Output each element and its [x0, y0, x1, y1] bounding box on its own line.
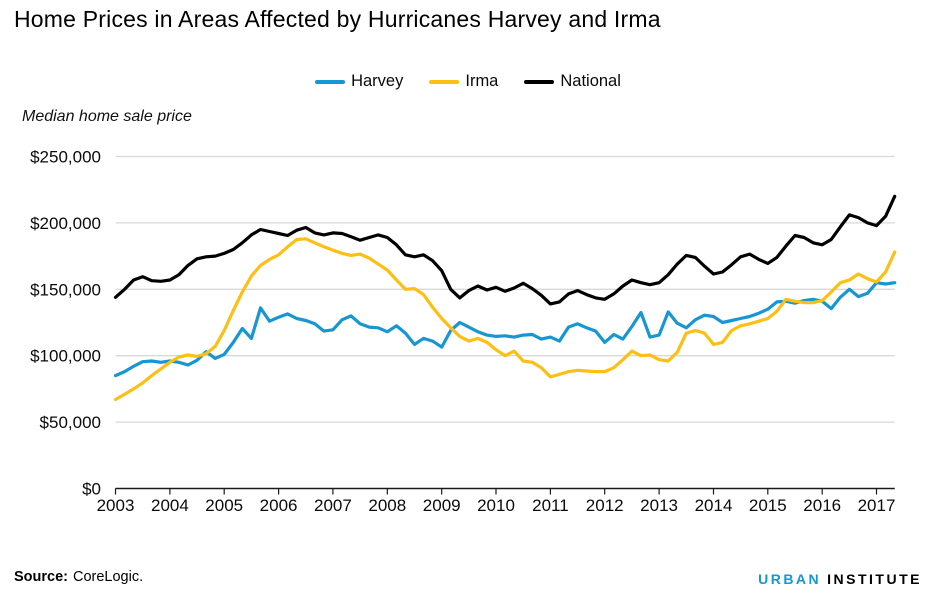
urban-institute-logo: URBAN INSTITUTE — [758, 571, 922, 587]
source-label: Source: — [14, 569, 68, 585]
x-tick-label: 2010 — [477, 496, 515, 515]
legend-label-irma: Irma — [465, 72, 499, 90]
x-tick-label: 2011 — [532, 496, 569, 515]
y-tick-label: $150,000 — [30, 280, 101, 299]
y-tick-label: $100,000 — [30, 347, 101, 366]
legend: Harvey Irma National — [0, 72, 936, 91]
y-tick-label: $50,000 — [40, 413, 101, 432]
x-tick-label: 2015 — [749, 496, 787, 515]
legend-item-national: National — [524, 72, 621, 91]
legend-dash-national-icon — [524, 79, 555, 84]
x-tick-label: 2013 — [640, 496, 678, 515]
source-text: CoreLogic. — [73, 569, 144, 585]
x-tick-label: 2006 — [260, 496, 298, 515]
legend-dash-irma-icon — [429, 79, 460, 84]
x-tick-label: 2016 — [803, 496, 841, 515]
x-tick-label: 2008 — [368, 496, 406, 515]
x-tick-label: 2012 — [586, 496, 624, 515]
legend-item-harvey: Harvey — [315, 72, 403, 91]
series-line-national — [113, 194, 897, 306]
y-axis-unit-label: Median home sale price — [22, 108, 192, 125]
series-line-irma — [113, 237, 897, 402]
x-tick-label: 2014 — [695, 496, 733, 515]
legend-label-national: National — [560, 72, 621, 90]
series-line-harvey — [113, 281, 897, 378]
y-tick-label: $0 — [82, 480, 101, 499]
legend-dash-harvey-icon — [315, 79, 346, 84]
chart-title: Home Prices in Areas Affected by Hurrica… — [14, 6, 661, 32]
legend-label-harvey: Harvey — [351, 72, 404, 90]
legend-item-irma: Irma — [429, 72, 498, 91]
x-tick-label: 2005 — [205, 496, 243, 515]
x-tick-label: 2017 — [858, 496, 896, 515]
x-tick-label: 2004 — [151, 496, 189, 515]
logo-word-institute: INSTITUTE — [827, 571, 922, 587]
logo-word-urban: URBAN — [758, 571, 822, 587]
y-tick-label: $200,000 — [30, 214, 101, 233]
x-tick-label: 2007 — [314, 496, 352, 515]
source-note: Source: CoreLogic. — [14, 569, 143, 585]
x-tick-label: 2009 — [423, 496, 461, 515]
x-tick-label: 2003 — [97, 496, 135, 515]
y-tick-label: $250,000 — [30, 148, 101, 167]
